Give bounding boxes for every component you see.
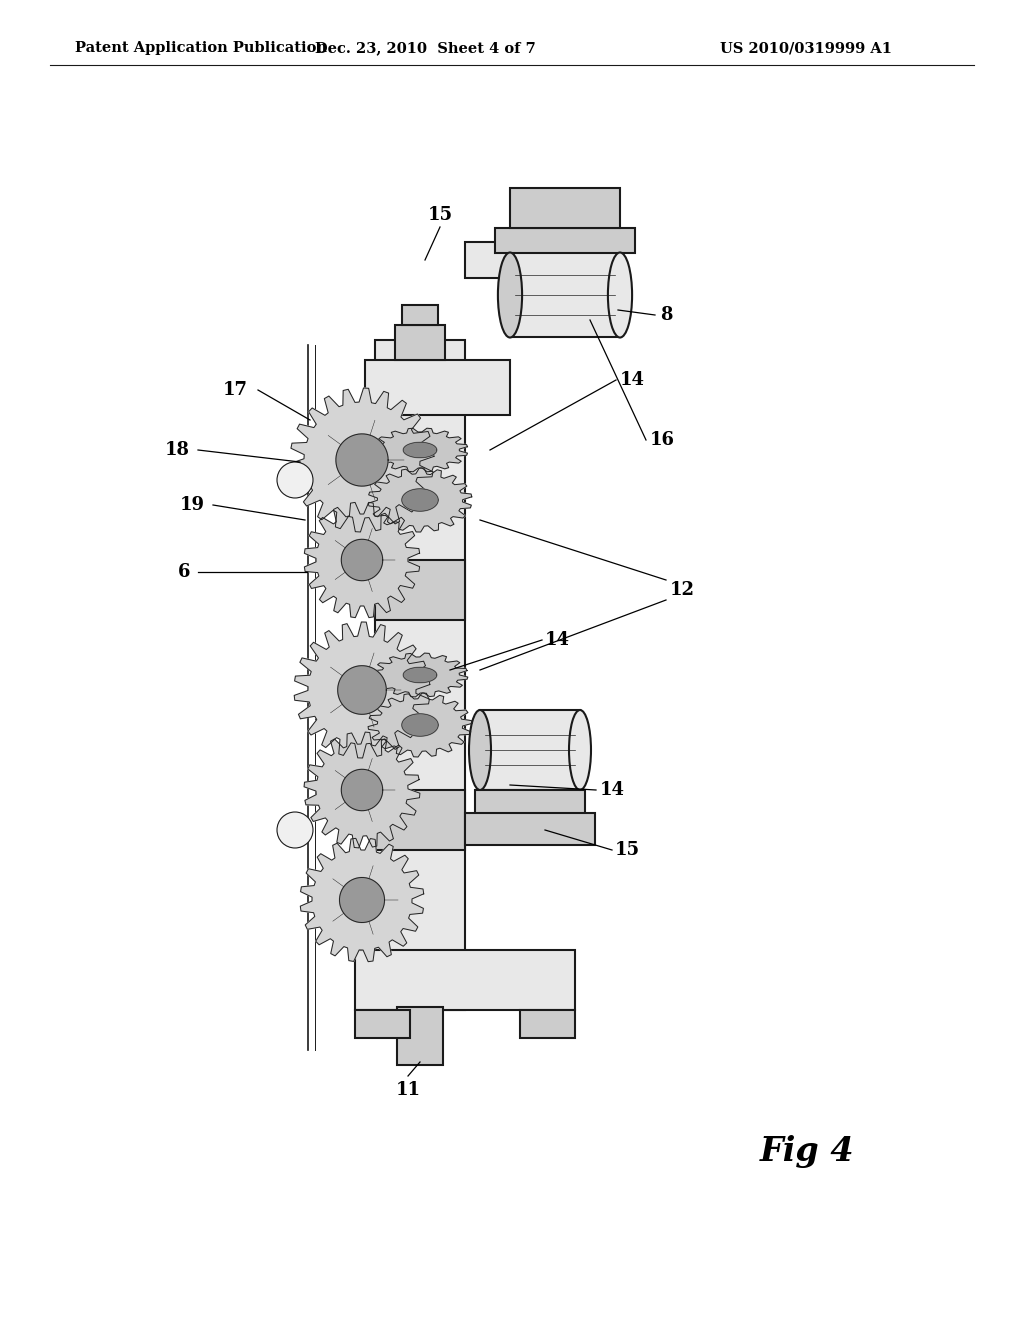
Bar	[465, 242, 510, 279]
Bar	[375, 341, 465, 1010]
Polygon shape	[403, 442, 437, 458]
Circle shape	[278, 812, 313, 847]
Text: 14: 14	[620, 371, 645, 389]
Bar	[495, 228, 635, 253]
Circle shape	[278, 462, 313, 498]
Polygon shape	[403, 668, 437, 682]
Polygon shape	[336, 434, 388, 486]
Polygon shape	[401, 488, 438, 511]
Text: 14: 14	[600, 781, 625, 799]
Text: 11: 11	[395, 1081, 421, 1100]
Bar	[480, 710, 580, 789]
Text: US 2010/0319999 A1: US 2010/0319999 A1	[720, 41, 892, 55]
Ellipse shape	[569, 710, 591, 789]
Polygon shape	[372, 653, 468, 697]
Ellipse shape	[498, 252, 522, 338]
Bar	[375, 789, 465, 850]
Bar	[355, 950, 575, 1010]
Text: Dec. 23, 2010  Sheet 4 of 7: Dec. 23, 2010 Sheet 4 of 7	[314, 41, 536, 55]
Text: 19: 19	[180, 496, 205, 513]
Bar	[397, 1007, 443, 1065]
Text: Patent Application Publication: Patent Application Publication	[75, 41, 327, 55]
Bar	[375, 560, 465, 620]
Text: 17: 17	[223, 381, 248, 399]
Polygon shape	[304, 503, 420, 618]
Ellipse shape	[608, 252, 632, 338]
Polygon shape	[341, 770, 383, 810]
Text: 8: 8	[660, 306, 673, 323]
Bar	[355, 1010, 410, 1038]
Bar	[395, 325, 445, 360]
Polygon shape	[373, 428, 468, 471]
Bar	[465, 813, 595, 845]
Text: 6: 6	[177, 564, 190, 581]
Polygon shape	[340, 878, 384, 923]
Text: 18: 18	[165, 441, 190, 459]
Ellipse shape	[469, 710, 490, 789]
Polygon shape	[290, 388, 434, 532]
Bar	[510, 187, 620, 228]
Polygon shape	[304, 733, 420, 847]
Text: 12: 12	[670, 581, 695, 599]
Text: 15: 15	[427, 206, 453, 224]
Polygon shape	[369, 469, 472, 532]
Polygon shape	[341, 540, 383, 581]
Polygon shape	[300, 838, 424, 962]
Text: Fig 4: Fig 4	[760, 1135, 855, 1168]
Polygon shape	[368, 693, 472, 756]
Bar	[510, 252, 620, 337]
Bar	[365, 360, 510, 414]
Text: 15: 15	[615, 841, 640, 859]
Polygon shape	[338, 665, 386, 714]
Text: 14: 14	[545, 631, 570, 649]
Bar	[520, 1010, 575, 1038]
Polygon shape	[401, 714, 438, 737]
Polygon shape	[294, 622, 430, 758]
Bar	[402, 305, 438, 325]
Text: 16: 16	[650, 432, 675, 449]
Bar	[475, 789, 585, 814]
